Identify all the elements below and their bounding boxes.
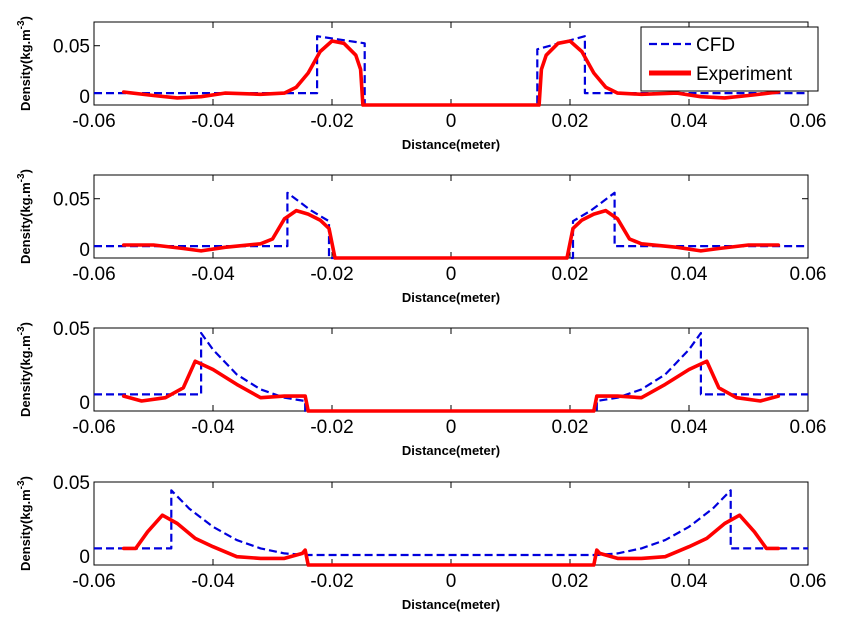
series-line-experiment [121,513,781,567]
y-tick-label: 0.05 [53,37,90,58]
series-line-experiment [121,359,781,413]
x-tick-label: -0.02 [310,264,353,285]
x-tick-label: 0 [446,571,457,592]
y-label-base: Density(kg.m [18,182,33,264]
x-tick-label: -0.04 [191,111,235,132]
y-label-base: Density(kg.m [18,335,33,417]
x-tick-label: 0.06 [790,571,827,592]
series-line-cfd [94,191,808,260]
y-axis-label: Density(kg.m-3) [16,476,33,571]
x-tick-label: 0.04 [671,571,708,592]
y-tick-label: 0 [79,393,90,414]
y-label-close: ) [18,322,33,326]
x-tick-label: 0 [446,417,457,438]
x-tick-label: 0 [446,111,457,132]
legend: CFD Experiment [640,26,819,92]
y-label-superscript: -3 [16,20,27,29]
x-tick-label: 0.04 [671,111,708,132]
y-label-close: ) [18,476,33,480]
y-label-superscript: -3 [16,173,27,182]
y-label-superscript: -3 [16,326,27,335]
x-tick-label: 0.06 [790,417,827,438]
x-axis-label: Distance(meter) [402,443,500,458]
y-axis-label: Density(kg.m-3) [16,169,33,264]
series-group [94,489,808,567]
y-tick-label: 0.05 [53,319,90,340]
y-tick-label: 0.05 [53,190,90,211]
series-group [94,331,808,413]
x-tick-label: 0.02 [552,571,589,592]
series-line-experiment [121,39,781,107]
x-tick-label: 0.02 [552,417,589,438]
x-tick-label: -0.06 [72,264,115,285]
y-tick-label: 0 [79,240,90,261]
x-tick-label: -0.02 [310,417,353,438]
x-tick-label: -0.02 [310,571,353,592]
y-label-base: Density(kg.m [18,29,33,111]
x-tick-label: 0.06 [790,264,827,285]
legend-label-experiment: Experiment [696,64,793,85]
y-tick-label: 0.05 [53,473,90,494]
x-tick-label: 0.06 [790,111,827,132]
subplot-3: -0.06 -0.04 -0.02 0 0.02 0.04 0.06 0 0.05 Distanc… [16,319,826,458]
series-group [94,191,808,260]
x-tick-label: 0.02 [552,111,589,132]
x-axis-label: Distance(meter) [402,137,500,152]
y-label-close: ) [18,16,33,20]
x-tick-label: 0.04 [671,264,708,285]
subplot-1: -0.06 -0.04 -0.02 0 0.02 0.04 0.06 0 0.05 Distanc… [16,16,826,152]
x-tick-label: -0.04 [191,264,235,285]
subplot-4: -0.06 -0.04 -0.02 0 0.02 0.04 0.06 0 0.05 Distanc… [16,473,826,612]
y-label-close: ) [18,169,33,173]
x-tick-label: -0.06 [72,417,115,438]
series-line-experiment [121,208,781,260]
y-axis-label: Density(kg.m-3) [16,322,33,417]
x-tick-label: -0.06 [72,111,115,132]
series-line-cfd [94,489,808,557]
x-tick-label: -0.02 [310,111,353,132]
x-tick-label: -0.04 [191,571,235,592]
x-axis-label: Distance(meter) [402,290,500,305]
axes-box [93,481,809,566]
legend-label-cfd: CFD [696,35,735,56]
x-axis-label: Distance(meter) [402,597,500,612]
x-tick-label: 0.02 [552,264,589,285]
y-axis-label: Density(kg.m-3) [16,16,33,111]
y-tick-label: 0 [79,547,90,568]
y-label-superscript: -3 [16,480,27,489]
y-tick-label: 0 [79,87,90,108]
subplot-2: -0.06 -0.04 -0.02 0 0.02 0.04 0.06 0 0.05 Distanc… [16,169,826,305]
x-tick-label: -0.06 [72,571,115,592]
legend-box [640,26,819,92]
x-tick-label: 0 [446,264,457,285]
series-line-cfd [94,331,808,413]
x-tick-label: 0.04 [671,417,708,438]
series-group [94,35,808,107]
y-label-base: Density(kg.m [18,489,33,571]
x-tick-label: -0.04 [191,417,235,438]
